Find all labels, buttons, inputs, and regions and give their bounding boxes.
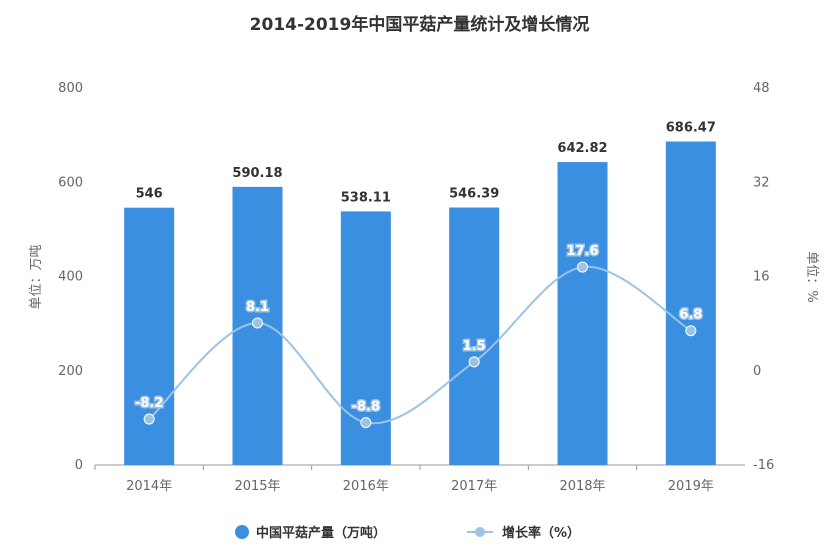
growth-point xyxy=(143,413,155,425)
y2-tick-label: 0 xyxy=(753,364,761,379)
y-axis-label: 单位：万吨 xyxy=(29,244,44,309)
growth-point xyxy=(252,317,263,329)
line-data-label: -8.8 xyxy=(352,400,380,415)
line-data-label: 8.1 xyxy=(246,300,269,315)
y-tick-label: 800 xyxy=(58,81,83,96)
x-tick-label: 2014年 xyxy=(126,479,172,494)
bar-data-label: 686.47 xyxy=(666,121,716,136)
legend-line-point xyxy=(475,527,485,537)
line-data-label: 6.8 xyxy=(679,308,702,323)
x-tick-label: 2017年 xyxy=(451,479,497,494)
y-tick-label: 200 xyxy=(58,364,83,379)
legend-bar-label: 中国平菇产量（万吨） xyxy=(256,525,386,541)
bar xyxy=(449,207,500,465)
chart-title: 2014-2019年中国平菇产量统计及增长情况 xyxy=(249,15,590,35)
y2-tick-label: -16 xyxy=(753,458,774,473)
bar-data-label: 642.82 xyxy=(557,141,607,156)
y2-tick-label: 32 xyxy=(753,175,770,190)
growth-point xyxy=(468,356,480,368)
line-data-label: -8.2 xyxy=(135,396,163,411)
y2-tick-label: 48 xyxy=(753,81,770,96)
bar-data-label: 546.39 xyxy=(449,187,499,202)
legend-line-label: 增长率（%） xyxy=(502,525,580,541)
x-tick-label: 2018年 xyxy=(559,479,605,494)
x-tick-label: 2015年 xyxy=(234,479,280,494)
y-tick-label: 0 xyxy=(75,458,83,473)
growth-point xyxy=(577,261,588,273)
bar-data-label: 590.18 xyxy=(232,166,282,181)
growth-point xyxy=(685,325,697,337)
bar xyxy=(124,207,175,465)
legend-bar-marker xyxy=(235,525,249,539)
bar-data-label: 538.11 xyxy=(341,190,391,205)
y2-tick-label: 16 xyxy=(753,270,770,285)
y-tick-label: 400 xyxy=(58,270,83,285)
bar xyxy=(557,162,608,465)
line-data-label: 1.5 xyxy=(463,339,486,354)
y-tick-label: 600 xyxy=(58,175,83,190)
bar xyxy=(665,141,716,465)
growth-line xyxy=(148,266,692,425)
bar-data-label: 546 xyxy=(136,187,163,202)
growth-point xyxy=(360,417,372,429)
y2-axis-label: 单位：% xyxy=(804,251,819,302)
x-tick-label: 2019年 xyxy=(668,479,714,494)
line-data-label: 17.6 xyxy=(566,244,598,259)
x-tick-label: 2016年 xyxy=(343,479,389,494)
